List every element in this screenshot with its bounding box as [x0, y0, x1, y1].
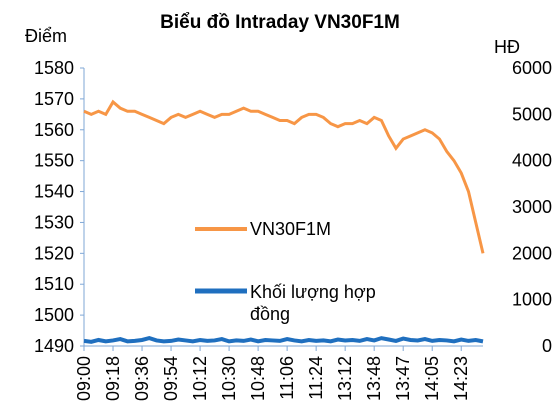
- y2-tick-label: 3000: [512, 197, 552, 217]
- y2-tick-label: 1000: [512, 290, 552, 310]
- y-tick-label: 1490: [34, 336, 74, 356]
- series-line: [83, 336, 484, 344]
- y-tick-label: 1540: [34, 182, 74, 202]
- x-tick-label: 13:47: [393, 356, 413, 401]
- x-tick-label: 09:54: [161, 356, 181, 401]
- x-tick-label: 13:48: [364, 356, 384, 401]
- x-tick-label: 09:36: [132, 356, 152, 401]
- y-tick-label: 1560: [34, 120, 74, 140]
- legend-label: Khối lượng hợp đồng: [250, 282, 376, 324]
- x-tick-label: 13:12: [335, 356, 355, 401]
- x-tick-label: 11:24: [306, 356, 326, 400]
- y2-tick-label: 5000: [512, 104, 552, 124]
- y-tick-label: 1580: [34, 58, 74, 78]
- y2-tick-label: 4000: [512, 151, 552, 171]
- x-tick-label: 10:48: [248, 356, 268, 401]
- x-tick-label: 09:00: [74, 356, 94, 401]
- y2-tick-label: 2000: [512, 243, 552, 263]
- y-tick-label: 1500: [34, 305, 74, 325]
- y2-tick-label: 6000: [512, 58, 552, 78]
- y-tick-label: 1530: [34, 212, 74, 232]
- y-tick-label: 1510: [34, 274, 74, 294]
- y-axis-label: Điểm: [25, 26, 67, 46]
- legend-label: VN30F1M: [250, 219, 332, 239]
- x-tick-label: 10:30: [219, 356, 239, 401]
- series-line: [83, 99, 485, 254]
- y2-axis-label: HĐ: [494, 37, 520, 57]
- x-tick-label: 09:18: [103, 356, 123, 401]
- y2-tick-label: 0: [542, 336, 552, 356]
- y-tick-label: 1520: [34, 243, 74, 263]
- x-tick-label: 14:23: [451, 356, 471, 401]
- x-tick-label: 10:12: [190, 356, 210, 401]
- chart-title: Biểu đồ Intraday VN30F1M: [160, 12, 400, 33]
- x-tick-label: 14:05: [422, 356, 442, 401]
- x-tick-label: 11:06: [277, 356, 297, 400]
- y-tick-label: 1570: [34, 89, 74, 109]
- y-tick-label: 1550: [34, 151, 74, 171]
